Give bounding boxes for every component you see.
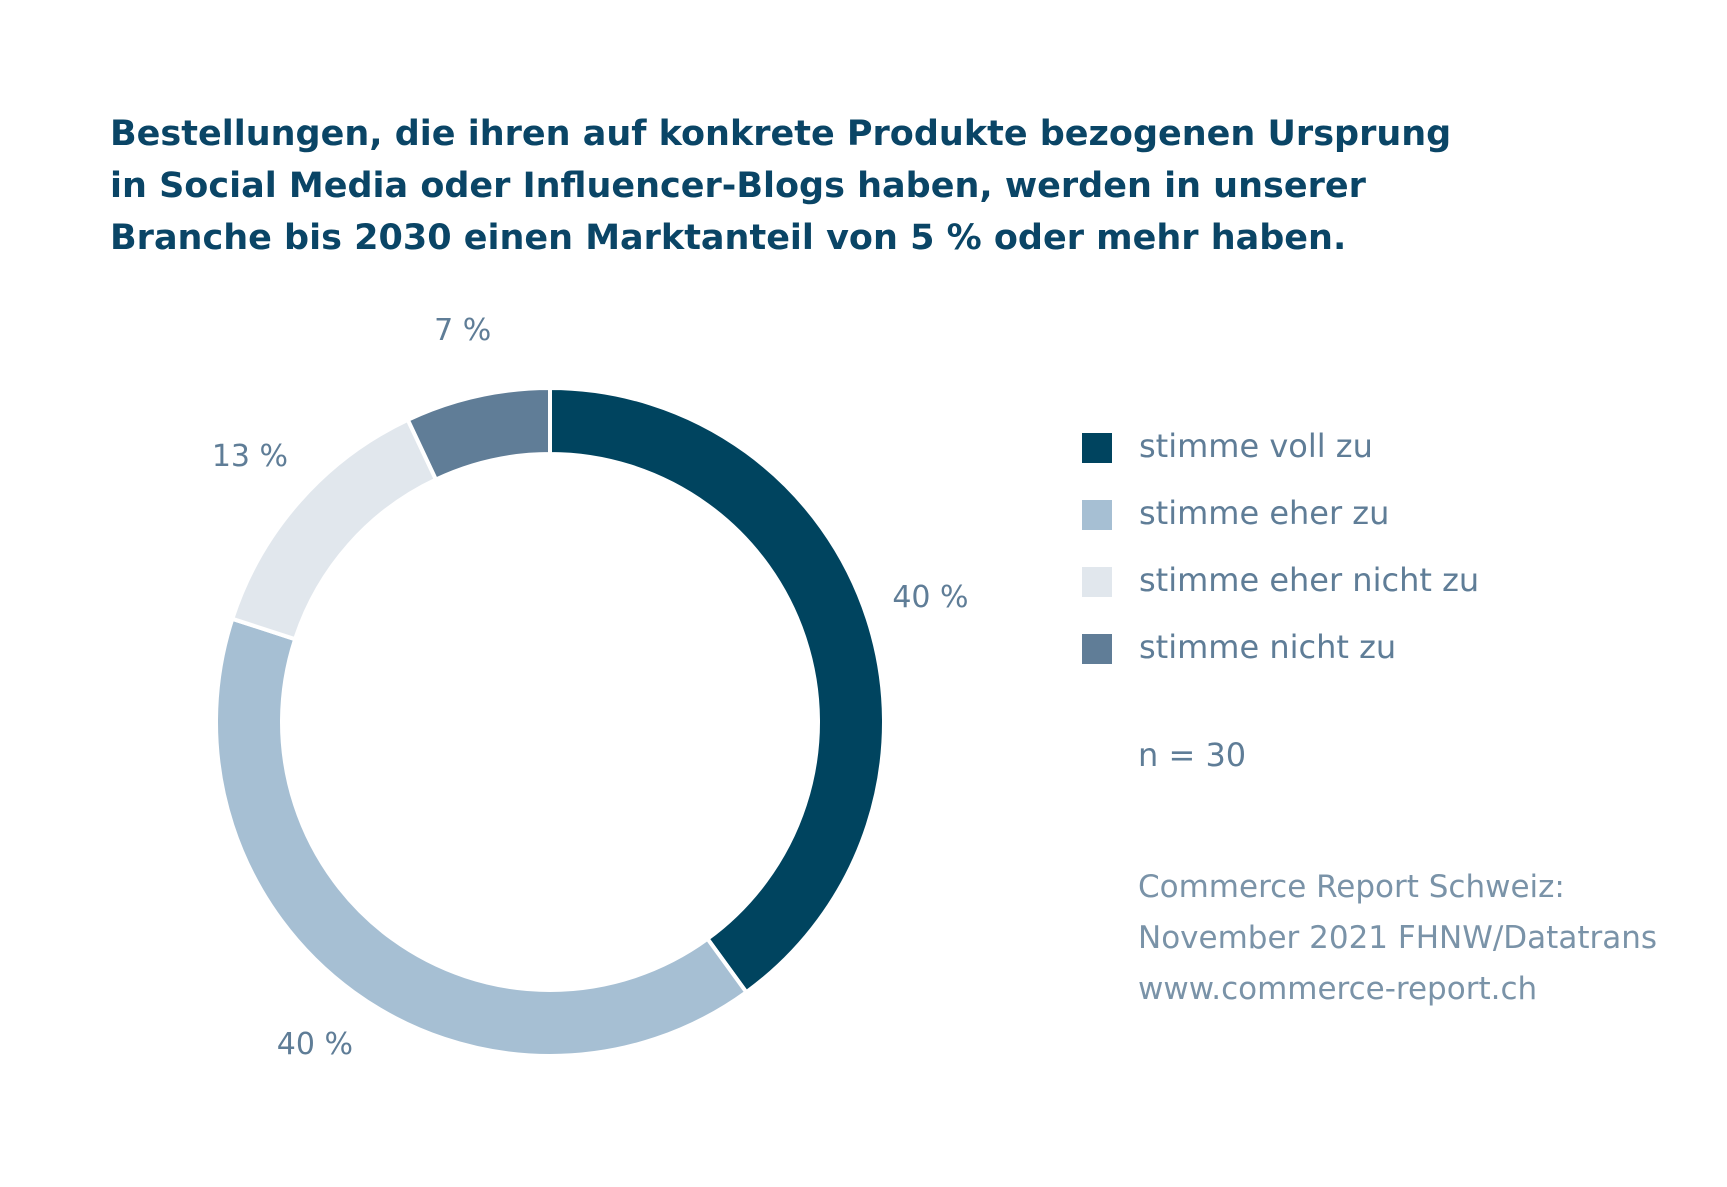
chart-title-line-2: in Social Media oder Influencer-Blogs ha…: [110, 166, 1366, 206]
slice-label-stimme-voll-zu: 40 %: [892, 580, 968, 615]
source-line-3: www.commerce-report.ch: [1138, 971, 1538, 1007]
legend-label: stimme eher zu: [1139, 494, 1390, 532]
legend-item-stimme-nicht-zu: stimme nicht zu: [1082, 627, 1479, 694]
donut-slice-stimme-eher-zu: [214, 616, 750, 1058]
slice-label-stimme-eher-nicht-zu: 13 %: [212, 439, 288, 474]
chart-title-line-3: Branche bis 2030 einen Marktanteil von 5…: [110, 218, 1347, 258]
legend-swatch: [1082, 567, 1112, 597]
chart-legend: stimme voll zu stimme eher zu stimme ehe…: [1082, 426, 1479, 694]
source-note: Commerce Report Schweiz: November 2021 F…: [1138, 862, 1657, 1015]
source-line-2: November 2021 FHNW/Datatrans: [1138, 920, 1658, 956]
legend-swatch: [1082, 500, 1112, 530]
legend-item-stimme-eher-nicht-zu: stimme eher nicht zu: [1082, 560, 1479, 627]
legend-label: stimme voll zu: [1139, 427, 1373, 465]
chart-title: Bestellungen, die ihren auf konkrete Pro…: [110, 108, 1510, 264]
donut-slice-stimme-nicht-zu: [405, 385, 552, 483]
donut-chart: 40 % 40 % 13 % 7 %: [212, 313, 969, 1062]
sample-size-label: n = 30: [1138, 736, 1247, 774]
slice-label-stimme-nicht-zu: 7 %: [434, 313, 491, 348]
slice-label-stimme-eher-zu: 40 %: [277, 1027, 353, 1062]
legend-label: stimme eher nicht zu: [1139, 561, 1480, 599]
chart-title-line-1: Bestellungen, die ihren auf konkrete Pro…: [110, 114, 1452, 154]
legend-label: stimme nicht zu: [1139, 628, 1397, 666]
legend-swatch: [1082, 634, 1112, 664]
donut-slice-stimme-voll-zu: [548, 385, 886, 996]
source-line-1: Commerce Report Schweiz:: [1138, 869, 1565, 905]
legend-item-stimme-eher-zu: stimme eher zu: [1082, 493, 1479, 560]
legend-item-stimme-voll-zu: stimme voll zu: [1082, 426, 1479, 493]
legend-swatch: [1082, 433, 1112, 463]
